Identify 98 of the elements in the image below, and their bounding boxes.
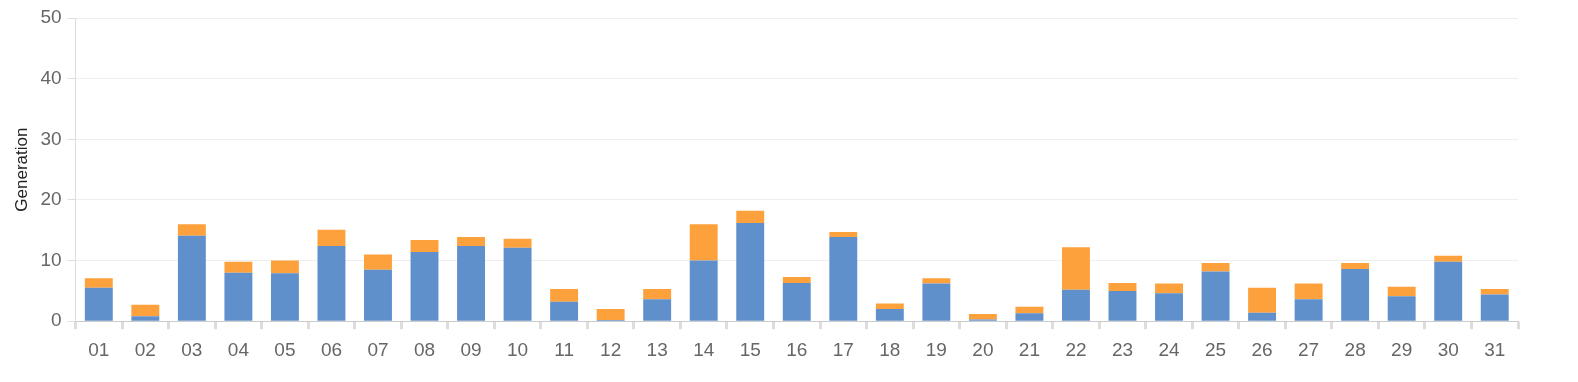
x-tick-label: 06 (320, 338, 343, 360)
bar (1061, 247, 1090, 290)
bar (736, 210, 765, 223)
bar (1155, 283, 1183, 294)
bar (643, 299, 672, 321)
bar (317, 246, 346, 321)
bar (596, 309, 625, 320)
x-tick-label: 03 (181, 338, 203, 360)
bar (84, 287, 113, 321)
bar (177, 224, 206, 236)
x-tick-label: 24 (1158, 338, 1181, 360)
bar (503, 247, 532, 321)
bar (1015, 306, 1044, 314)
x-tick-label: 12 (600, 338, 622, 360)
bar (550, 301, 579, 321)
bar (1015, 313, 1044, 321)
x-tick-label: 22 (1065, 338, 1087, 360)
bar (829, 232, 858, 237)
bar (875, 309, 904, 321)
bar (1387, 286, 1416, 297)
bar (1434, 261, 1463, 321)
x-tick-label: 08 (413, 338, 436, 360)
bar (689, 224, 718, 261)
bar (875, 303, 904, 310)
x-tick-label: 21 (1018, 338, 1040, 360)
bar (131, 316, 160, 321)
x-tick-label: 16 (786, 338, 808, 360)
bar (1201, 262, 1230, 272)
bar (968, 313, 997, 320)
x-tick-label: 23 (1111, 338, 1134, 360)
bar (1294, 299, 1323, 321)
bar (84, 278, 113, 288)
bar (922, 283, 951, 321)
y-tick-label: 50 (40, 6, 62, 28)
bar (782, 283, 811, 321)
bar (503, 238, 532, 248)
bar (177, 235, 206, 321)
bar (270, 260, 299, 274)
y-tick-label: 20 (40, 188, 62, 210)
bar (1108, 290, 1137, 321)
bar (1434, 255, 1463, 262)
x-tick-label: 04 (227, 338, 250, 360)
bar (643, 289, 672, 300)
x-tick-label: 26 (1251, 338, 1273, 360)
x-tick-label: 27 (1298, 338, 1320, 360)
x-tick-label: 14 (693, 338, 715, 360)
x-tick-label: 29 (1391, 338, 1413, 360)
x-tick-label: 31 (1484, 338, 1506, 360)
bar (1341, 262, 1370, 270)
bar (364, 269, 392, 321)
x-tick-label: 20 (972, 338, 994, 360)
y-tick-label: 30 (40, 127, 62, 149)
bar (922, 278, 951, 284)
bar (364, 254, 392, 270)
bar (270, 273, 299, 321)
x-tick-label: 19 (925, 338, 947, 360)
x-tick-label: 09 (460, 338, 482, 360)
bar (1294, 283, 1323, 300)
bar (689, 260, 718, 321)
bar (829, 236, 858, 321)
y-tick-label: 40 (40, 66, 62, 88)
bar (457, 246, 486, 321)
x-tick-label: 11 (554, 338, 574, 360)
bar (550, 289, 579, 302)
x-tick-label: 07 (367, 338, 389, 360)
bar (1248, 312, 1277, 321)
y-tick-label: 10 (40, 248, 62, 270)
bar (1480, 289, 1509, 295)
bar (1155, 293, 1183, 321)
bar (1480, 294, 1509, 321)
x-tick-label: 18 (879, 338, 901, 360)
y-tick-label: 0 (50, 309, 62, 331)
x-tick-label: 01 (88, 338, 110, 360)
y-axis-title: Generation (11, 127, 31, 212)
x-tick-label: 25 (1204, 338, 1227, 360)
bar (224, 272, 253, 321)
x-tick-label: 05 (274, 338, 296, 360)
x-tick-label: 15 (739, 338, 761, 360)
x-tick-label: 17 (832, 338, 854, 360)
x-tick-label: 30 (1437, 338, 1459, 360)
x-tick-label: 10 (507, 338, 529, 360)
bar (131, 304, 160, 317)
bar (1201, 271, 1230, 321)
x-tick-label: 02 (134, 338, 156, 360)
bar (1108, 283, 1137, 291)
x-tick-label: 28 (1344, 338, 1366, 360)
bar (1248, 287, 1277, 313)
bar (1341, 269, 1370, 321)
bar (317, 229, 346, 247)
bar (1387, 296, 1416, 321)
bar (410, 239, 439, 253)
bar (410, 252, 439, 321)
bar (1061, 289, 1090, 321)
x-tick-label: 13 (646, 338, 668, 360)
bar (224, 261, 253, 273)
bar (457, 236, 486, 247)
bar (782, 276, 811, 283)
bar (736, 222, 765, 321)
